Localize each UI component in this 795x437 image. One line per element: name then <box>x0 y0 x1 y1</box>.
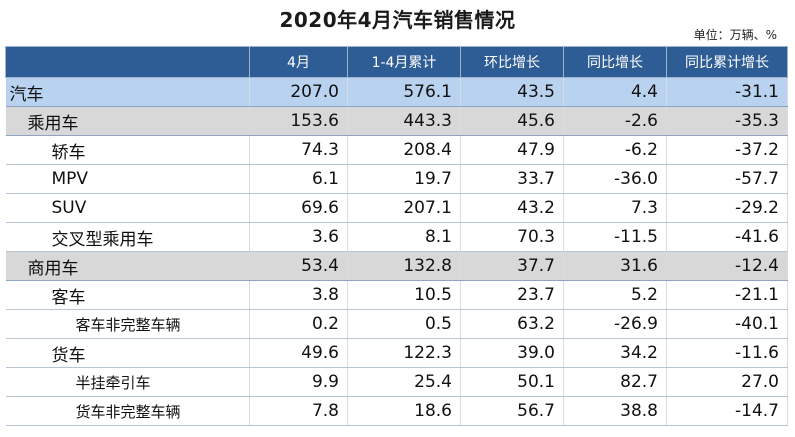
table-row: 乘用车 153.6 443.3 45.6 -2.6 -35.3 <box>5 106 788 136</box>
cell-cumulative: 8.1 <box>347 222 461 252</box>
cell-april: 7.8 <box>249 396 348 426</box>
cell-april: 0.2 <box>249 309 348 339</box>
cell-mom-growth: 56.7 <box>460 396 564 426</box>
cell-yoy-cumulative-growth: -11.6 <box>666 338 788 368</box>
cell-yoy-cumulative-growth: -35.3 <box>666 106 788 136</box>
cell-april: 69.6 <box>249 193 348 223</box>
cell-yoy-cumulative-growth: -31.1 <box>666 77 788 107</box>
table-row: 货车 49.6 122.3 39.0 34.2 -11.6 <box>5 338 788 368</box>
column-header-yoy-growth: 同比增长 <box>563 46 667 78</box>
table-row: 客车 3.8 10.5 23.7 5.2 -21.1 <box>5 280 788 310</box>
unit-note: 单位：万辆、% <box>693 28 777 42</box>
cell-yoy-cumulative-growth: -12.4 <box>666 251 788 281</box>
cell-cumulative: 576.1 <box>347 77 461 107</box>
column-header-cumulative: 1-4月累计 <box>347 46 461 78</box>
cell-cumulative: 122.3 <box>347 338 461 368</box>
cell-mom-growth: 47.9 <box>460 135 564 165</box>
cell-yoy-growth: 7.3 <box>563 193 667 223</box>
cell-yoy-growth: -36.0 <box>563 164 667 194</box>
cell-cumulative: 208.4 <box>347 135 461 165</box>
cell-yoy-growth: 82.7 <box>563 367 667 397</box>
cell-cumulative: 0.5 <box>347 309 461 339</box>
cell-category: 商用车 <box>5 251 250 281</box>
cell-april: 3.6 <box>249 222 348 252</box>
cell-yoy-growth: -26.9 <box>563 309 667 339</box>
column-header-april: 4月 <box>249 46 348 78</box>
table-row: 货车非完整车辆 7.8 18.6 56.7 38.8 -14.7 <box>5 396 788 426</box>
cell-april: 3.8 <box>249 280 348 310</box>
cell-category: 轿车 <box>5 135 250 165</box>
cell-yoy-growth: 31.6 <box>563 251 667 281</box>
cell-yoy-cumulative-growth: -40.1 <box>666 309 788 339</box>
cell-category: 乘用车 <box>5 106 250 136</box>
cell-april: 9.9 <box>249 367 348 397</box>
cell-april: 74.3 <box>249 135 348 165</box>
cell-category: 货车非完整车辆 <box>5 396 250 426</box>
cell-category: 客车 <box>5 280 250 310</box>
table-header-row: 4月 1-4月累计 环比增长 同比增长 同比累计增长 <box>5 46 788 78</box>
cell-april: 6.1 <box>249 164 348 194</box>
cell-april: 53.4 <box>249 251 348 281</box>
cell-april: 207.0 <box>249 77 348 107</box>
cell-yoy-growth: -6.2 <box>563 135 667 165</box>
cell-yoy-cumulative-growth: -41.6 <box>666 222 788 252</box>
table-row: 半挂牵引车 9.9 25.4 50.1 82.7 27.0 <box>5 367 788 397</box>
cell-yoy-growth: 34.2 <box>563 338 667 368</box>
cell-category: 货车 <box>5 338 250 368</box>
table-row: 汽车 207.0 576.1 43.5 4.4 -31.1 <box>5 77 788 107</box>
page-title: 2020年4月汽车销售情况 <box>279 8 516 32</box>
cell-yoy-cumulative-growth: -14.7 <box>666 396 788 426</box>
cell-category: SUV <box>5 193 250 223</box>
cell-yoy-growth: 5.2 <box>563 280 667 310</box>
table-row: 商用车 53.4 132.8 37.7 31.6 -12.4 <box>5 251 788 281</box>
table-row: 交叉型乘用车 3.6 8.1 70.3 -11.5 -41.6 <box>5 222 788 252</box>
cell-yoy-cumulative-growth: -21.1 <box>666 280 788 310</box>
table-row: SUV 69.6 207.1 43.2 7.3 -29.2 <box>5 193 788 223</box>
cell-cumulative: 18.6 <box>347 396 461 426</box>
cell-yoy-cumulative-growth: -57.7 <box>666 164 788 194</box>
table-row: 客车非完整车辆 0.2 0.5 63.2 -26.9 -40.1 <box>5 309 788 339</box>
column-header-category <box>5 46 250 78</box>
cell-cumulative: 10.5 <box>347 280 461 310</box>
cell-cumulative: 207.1 <box>347 193 461 223</box>
cell-category: 客车非完整车辆 <box>5 309 250 339</box>
table-row: MPV 6.1 19.7 33.7 -36.0 -57.7 <box>5 164 788 194</box>
column-header-yoy-cumulative-growth: 同比累计增长 <box>666 46 788 78</box>
table-row: 轿车 74.3 208.4 47.9 -6.2 -37.2 <box>5 135 788 165</box>
cell-yoy-growth: -2.6 <box>563 106 667 136</box>
cell-yoy-growth: 38.8 <box>563 396 667 426</box>
cell-yoy-cumulative-growth: -37.2 <box>666 135 788 165</box>
cell-category: 半挂牵引车 <box>5 367 250 397</box>
cell-mom-growth: 70.3 <box>460 222 564 252</box>
cell-mom-growth: 33.7 <box>460 164 564 194</box>
table-body: 汽车 207.0 576.1 43.5 4.4 -31.1 乘用车 153.6 443.3 45.… <box>5 77 788 426</box>
sales-table: 4月 1-4月累计 环比增长 同比增长 同比累计增长 汽车 207.0 576.1 4… <box>5 46 788 426</box>
cell-cumulative: 19.7 <box>347 164 461 194</box>
cell-mom-growth: 43.5 <box>460 77 564 107</box>
cell-mom-growth: 39.0 <box>460 338 564 368</box>
cell-yoy-growth: 4.4 <box>563 77 667 107</box>
cell-cumulative: 443.3 <box>347 106 461 136</box>
cell-yoy-cumulative-growth: -29.2 <box>666 193 788 223</box>
cell-category: 交叉型乘用车 <box>5 222 250 252</box>
cell-april: 153.6 <box>249 106 348 136</box>
cell-mom-growth: 43.2 <box>460 193 564 223</box>
cell-mom-growth: 45.6 <box>460 106 564 136</box>
cell-category: MPV <box>5 164 250 194</box>
cell-mom-growth: 63.2 <box>460 309 564 339</box>
cell-april: 49.6 <box>249 338 348 368</box>
cell-mom-growth: 37.7 <box>460 251 564 281</box>
cell-mom-growth: 50.1 <box>460 367 564 397</box>
column-header-mom-growth: 环比增长 <box>460 46 564 78</box>
cell-yoy-cumulative-growth: 27.0 <box>666 367 788 397</box>
cell-mom-growth: 23.7 <box>460 280 564 310</box>
cell-category: 汽车 <box>5 77 250 107</box>
cell-cumulative: 132.8 <box>347 251 461 281</box>
cell-cumulative: 25.4 <box>347 367 461 397</box>
cell-yoy-growth: -11.5 <box>563 222 667 252</box>
